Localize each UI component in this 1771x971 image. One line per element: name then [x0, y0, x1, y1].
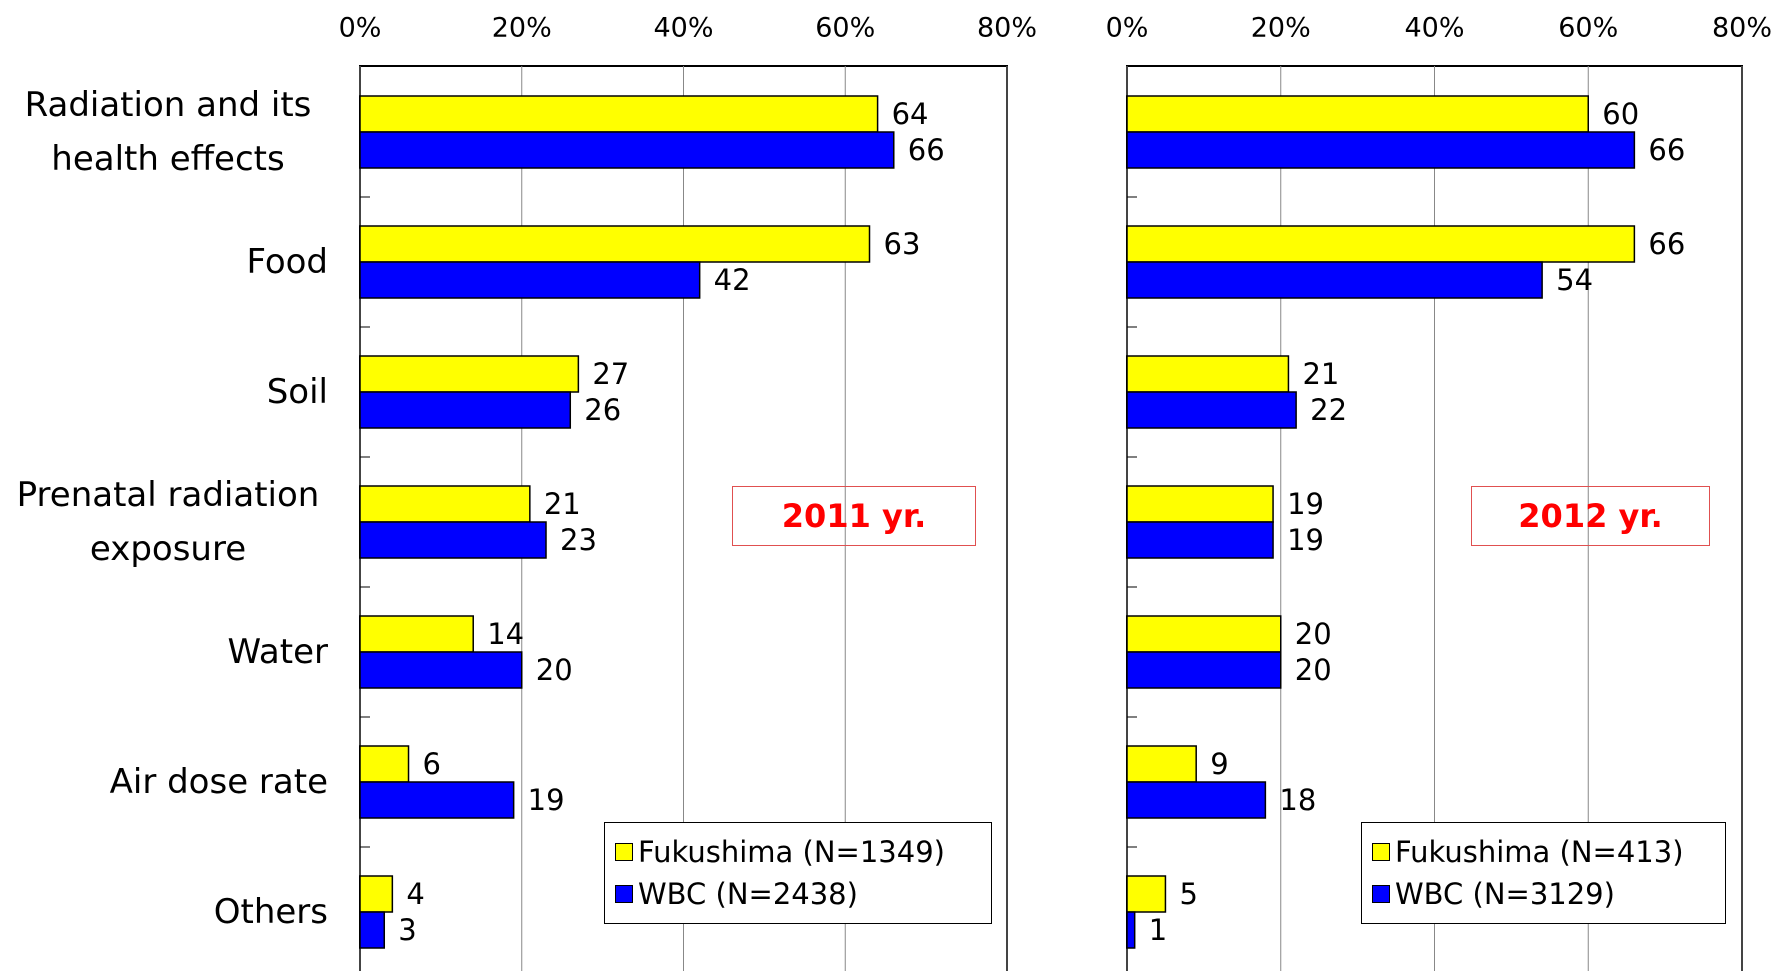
data-label: 18 [1279, 783, 1316, 817]
data-label: 23 [560, 523, 597, 557]
legend-label: Fukushima (N=413) [1395, 835, 1684, 869]
bar [359, 131, 895, 169]
bar [1126, 485, 1274, 523]
x-tick-label: 80% [977, 13, 1037, 44]
category-label: Air dose rate [0, 755, 328, 809]
x-tick-label: 20% [1251, 13, 1311, 44]
category-label: Radiation and its health effects [0, 78, 328, 186]
bar [1126, 911, 1136, 949]
x-tick-label: 60% [815, 13, 875, 44]
bar [359, 875, 394, 913]
bar [359, 391, 572, 429]
data-label: 26 [584, 393, 621, 427]
legend-swatch [1372, 843, 1390, 861]
category-text: Food [246, 242, 328, 282]
x-tick-label: 0% [339, 13, 382, 44]
legend-label: Fukushima (N=1349) [638, 835, 945, 869]
bar [1126, 615, 1282, 653]
data-label: 42 [714, 263, 751, 297]
data-label: 21 [1302, 357, 1339, 391]
data-label: 27 [592, 357, 629, 391]
bar [1126, 745, 1197, 783]
data-label: 5 [1179, 877, 1197, 911]
x-tick-label: 40% [1404, 13, 1464, 44]
legend-label: WBC (N=2438) [638, 877, 858, 911]
data-label: 20 [1295, 617, 1332, 651]
data-label: 3 [398, 913, 416, 947]
bar [1126, 651, 1282, 689]
category-label: Others [0, 885, 328, 939]
annotation: 2011 yr. [732, 486, 976, 546]
bar [359, 95, 879, 133]
bar [359, 355, 580, 393]
legend-swatch [615, 843, 633, 861]
data-label: 63 [884, 227, 921, 261]
x-tick-label: 60% [1558, 13, 1618, 44]
bar [1126, 225, 1636, 263]
bar [1126, 875, 1167, 913]
bar [359, 521, 547, 559]
category-text: Soil [266, 372, 328, 412]
data-label: 14 [487, 617, 524, 651]
bar [359, 651, 523, 689]
legend-entry: Fukushima (N=1349) [615, 831, 981, 873]
data-label: 1 [1149, 913, 1167, 947]
bar [359, 745, 410, 783]
bar [359, 225, 871, 263]
x-tick-label: 40% [653, 13, 713, 44]
data-label: 66 [1648, 133, 1685, 167]
data-label: 9 [1210, 747, 1228, 781]
category-text: Others [213, 892, 328, 932]
legend: Fukushima (N=1349) WBC (N=2438) [604, 822, 992, 924]
annotation: 2012 yr. [1471, 486, 1710, 546]
category-label: Prenatal radiation exposure [0, 468, 328, 576]
data-label: 64 [892, 97, 929, 131]
data-label: 19 [1287, 523, 1324, 557]
bar [359, 485, 531, 523]
bar [1126, 521, 1274, 559]
bar [1126, 261, 1543, 299]
x-tick-label: 0% [1106, 13, 1149, 44]
legend-entry: WBC (N=3129) [1372, 873, 1715, 915]
category-text: Radiation and its health effects [24, 85, 312, 179]
bar [359, 911, 386, 949]
data-label: 66 [908, 133, 945, 167]
bar [359, 615, 474, 653]
data-label: 60 [1602, 97, 1639, 131]
data-label: 66 [1648, 227, 1685, 261]
category-label: Food [0, 235, 328, 289]
data-label: 54 [1556, 263, 1593, 297]
data-label: 22 [1310, 393, 1347, 427]
category-label: Water [0, 625, 328, 679]
bar [359, 261, 701, 299]
category-label: Soil [0, 365, 328, 419]
category-text: Prenatal radiation exposure [16, 475, 320, 569]
data-label: 21 [544, 487, 581, 521]
data-label: 19 [1287, 487, 1324, 521]
category-text: Air dose rate [109, 762, 328, 802]
legend-swatch [1372, 885, 1390, 903]
x-tick-label: 80% [1712, 13, 1771, 44]
data-label: 20 [1295, 653, 1332, 687]
bar [1126, 781, 1267, 819]
legend: Fukushima (N=413) WBC (N=3129) [1361, 822, 1726, 924]
data-label: 19 [528, 783, 565, 817]
x-tick-label: 20% [492, 13, 552, 44]
legend-entry: WBC (N=2438) [615, 873, 981, 915]
legend-swatch [615, 885, 633, 903]
legend-label: WBC (N=3129) [1395, 877, 1615, 911]
legend-entry: Fukushima (N=413) [1372, 831, 1715, 873]
data-label: 4 [406, 877, 424, 911]
category-text: Water [227, 632, 328, 672]
bar [1126, 95, 1589, 133]
data-label: 20 [536, 653, 573, 687]
data-label: 6 [423, 747, 441, 781]
bar [359, 781, 515, 819]
bar [1126, 391, 1297, 429]
bar [1126, 355, 1290, 393]
bar [1126, 131, 1636, 169]
